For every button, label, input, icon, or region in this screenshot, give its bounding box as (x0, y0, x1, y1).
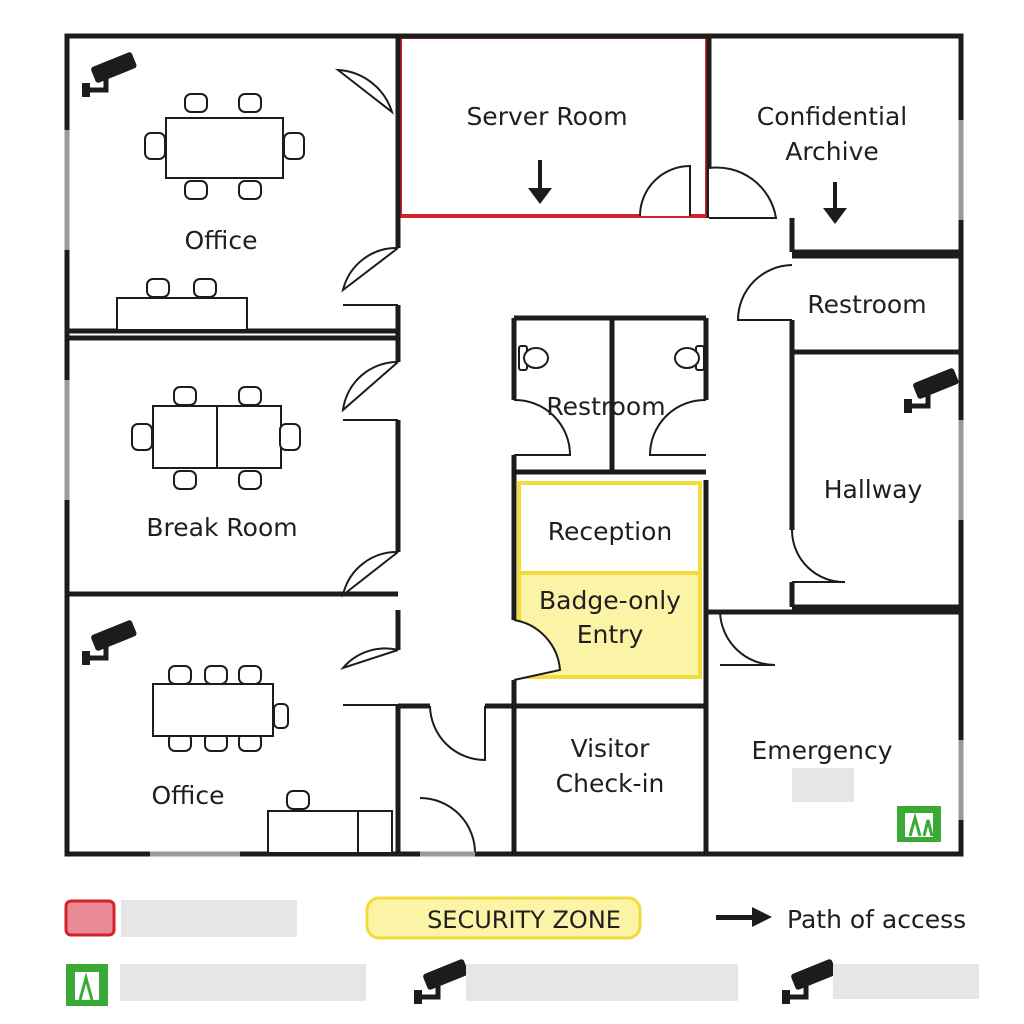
room-label-confidential-line1: Confidential (757, 102, 907, 131)
room-label-visitor-line1: Visitor (571, 734, 651, 763)
legend-security-zone-swatch (365, 896, 642, 940)
arrow-down-icon (528, 160, 552, 204)
legend-restricted-swatch (64, 899, 116, 937)
toilet-icon (518, 345, 549, 371)
arrow-down-icon (823, 182, 847, 224)
security-camera-icon (414, 958, 469, 1004)
security-camera-icon (782, 958, 837, 1004)
badge-only-security-zone (517, 571, 702, 679)
legend-placeholder (833, 964, 979, 999)
doors (334, 68, 846, 857)
room-label-restroom-right: Restroom (807, 290, 926, 319)
legend: SECURITY ZONE Path of access (64, 896, 979, 1006)
room-label-confidential-line2: Archive (785, 137, 879, 166)
security-camera-icon (904, 367, 959, 413)
arrow-right-icon (716, 907, 772, 927)
legend-security-zone-label: SECURITY ZONE (427, 906, 621, 934)
legend-placeholder (466, 964, 738, 1001)
room-label-badge-line1: Badge-only (539, 586, 681, 615)
room-label-restroom-center: Restroom (546, 392, 665, 421)
placeholder-block (792, 768, 854, 802)
legend-path-of-access-label: Path of access (787, 905, 966, 934)
room-label-emergency: Emergency (751, 736, 892, 765)
room-label-hallway: Hallway (824, 475, 923, 504)
legend-placeholder (120, 964, 366, 1001)
table-icon (165, 117, 284, 179)
office-top-furniture (116, 93, 305, 331)
room-label-break-room: Break Room (146, 513, 297, 542)
legend-placeholder (121, 900, 297, 937)
toilet-icon (674, 345, 705, 371)
office-bottom-furniture (152, 665, 393, 854)
room-label-office-top: Office (185, 226, 258, 255)
windows (64, 120, 964, 857)
break-room-furniture (131, 386, 301, 490)
security-camera-icon (82, 619, 137, 665)
room-label-office-bottom: Office (152, 781, 225, 810)
room-label-reception: Reception (548, 517, 673, 546)
room-label-badge-line2: Entry (577, 620, 644, 649)
room-label-visitor-line2: Check-in (556, 769, 665, 798)
security-camera-icon (82, 51, 137, 97)
emergency-exit-icon (897, 806, 941, 842)
room-label-server-room: Server Room (466, 102, 627, 131)
emergency-exit-icon (66, 964, 108, 1006)
